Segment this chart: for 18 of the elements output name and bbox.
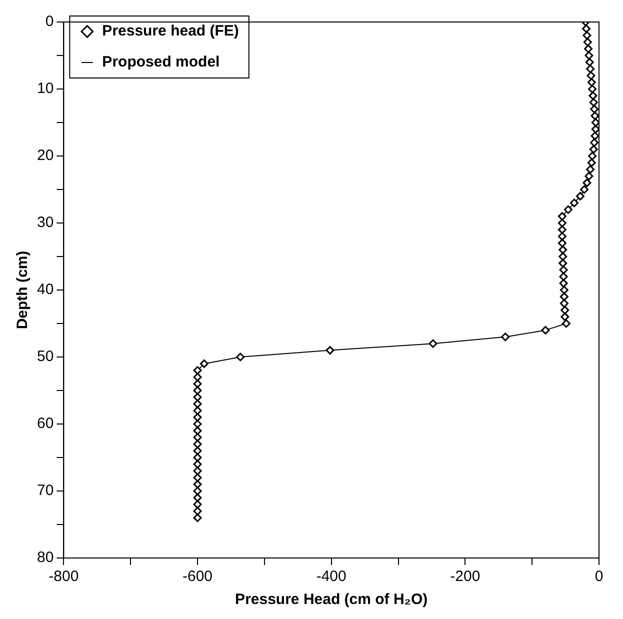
y-tick-label: 60 — [36, 415, 54, 432]
x-tick-label: -200 — [450, 568, 480, 586]
y-tick-label: 70 — [36, 482, 54, 500]
legend-label: Proposed model — [102, 54, 220, 71]
x-tick-label: -600 — [182, 568, 213, 586]
y-tick-label: 80 — [36, 549, 54, 566]
x-tick-label: -800 — [48, 568, 79, 586]
y-axis-title: Depth (cm) — [14, 250, 32, 330]
x-axis-title: Pressure Head (cm of H₂O) — [235, 591, 428, 608]
y-tick-label: 30 — [36, 214, 54, 232]
x-tick-label: 0 — [594, 568, 604, 586]
legend-label: Pressure head (FE) — [102, 22, 239, 40]
y-tick-label: 10 — [36, 80, 54, 98]
x-tick-label: -400 — [316, 568, 346, 586]
y-tick-label: 40 — [36, 281, 54, 298]
y-tick-label: 50 — [36, 348, 54, 366]
y-tick-label: 0 — [45, 13, 54, 30]
y-tick-label: 20 — [36, 147, 54, 164]
